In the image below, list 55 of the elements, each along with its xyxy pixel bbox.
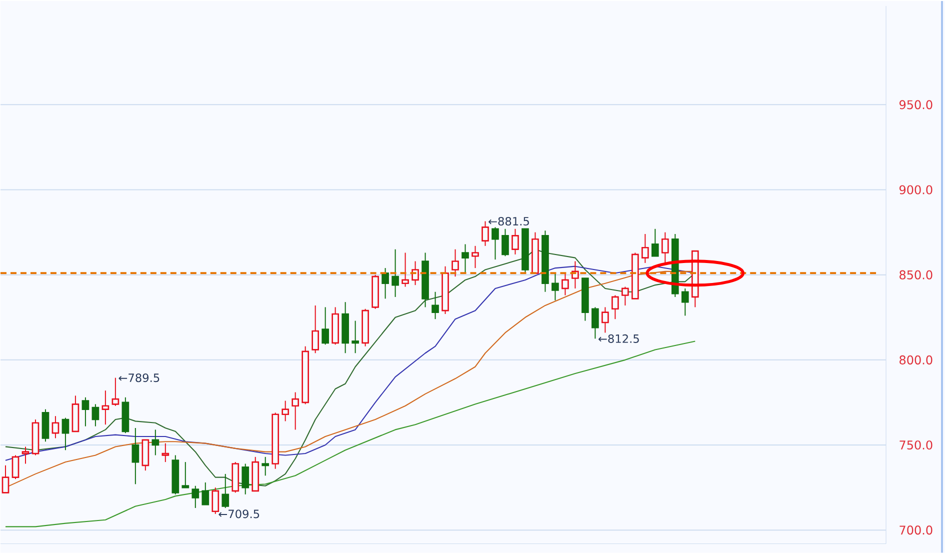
candlestick — [612, 294, 619, 320]
candlestick — [482, 220, 489, 247]
candlestick — [282, 400, 290, 422]
candlestick — [82, 397, 90, 427]
candlestick — [292, 392, 300, 430]
candlestick — [651, 228, 659, 257]
candlestick — [552, 272, 559, 302]
candlestick — [12, 454, 20, 480]
annotation: ←709.5 — [218, 510, 260, 518]
candlestick — [212, 487, 220, 515]
candlestick — [52, 416, 60, 439]
candlestick — [452, 248, 459, 278]
candlestick — [502, 228, 509, 257]
candlestick — [562, 272, 569, 296]
candlestick — [641, 234, 649, 264]
candlestick — [312, 305, 320, 354]
candlestick — [62, 417, 70, 451]
y-tick-label: 800.0 — [900, 356, 932, 365]
candlestick — [102, 390, 110, 426]
candlestick — [192, 485, 200, 509]
candlestick — [182, 462, 190, 488]
candlestick — [22, 446, 30, 464]
y-tick-label: 950.0 — [899, 100, 932, 110]
y-tick-label: 850.0 — [900, 270, 932, 280]
candlestick — [132, 428, 140, 485]
candlestick — [512, 228, 519, 256]
candlestick — [222, 474, 230, 509]
candlestick — [492, 226, 499, 260]
y-tick-label: 750.0 — [900, 440, 932, 450]
candlestick — [262, 456, 270, 476]
candlestick — [472, 246, 479, 269]
candlestick — [462, 244, 469, 274]
candlestick — [92, 404, 100, 427]
candlestick — [162, 442, 170, 463]
candlestick — [661, 232, 669, 264]
candlestick — [242, 463, 250, 495]
candlestick — [412, 260, 419, 286]
candlestick — [681, 288, 689, 316]
annotation: ←812.5 — [598, 334, 639, 344]
annotation: ←881.5 — [488, 217, 529, 226]
candlestick — [602, 306, 609, 334]
candlestick — [392, 248, 399, 298]
candlestick — [112, 377, 120, 407]
candlestick — [592, 306, 599, 340]
candlestick — [622, 286, 629, 306]
candlestick — [382, 268, 389, 300]
candlestick — [402, 252, 409, 288]
candlestick — [352, 320, 359, 354]
candlestick — [432, 292, 439, 320]
y-tick-label: 700.0 — [900, 526, 932, 535]
candlestick — [152, 429, 160, 456]
annotation: ←789.5 — [118, 374, 160, 382]
y-tick-label: 900.0 — [899, 185, 932, 194]
candlestick — [202, 482, 210, 506]
candlestick — [322, 306, 329, 346]
